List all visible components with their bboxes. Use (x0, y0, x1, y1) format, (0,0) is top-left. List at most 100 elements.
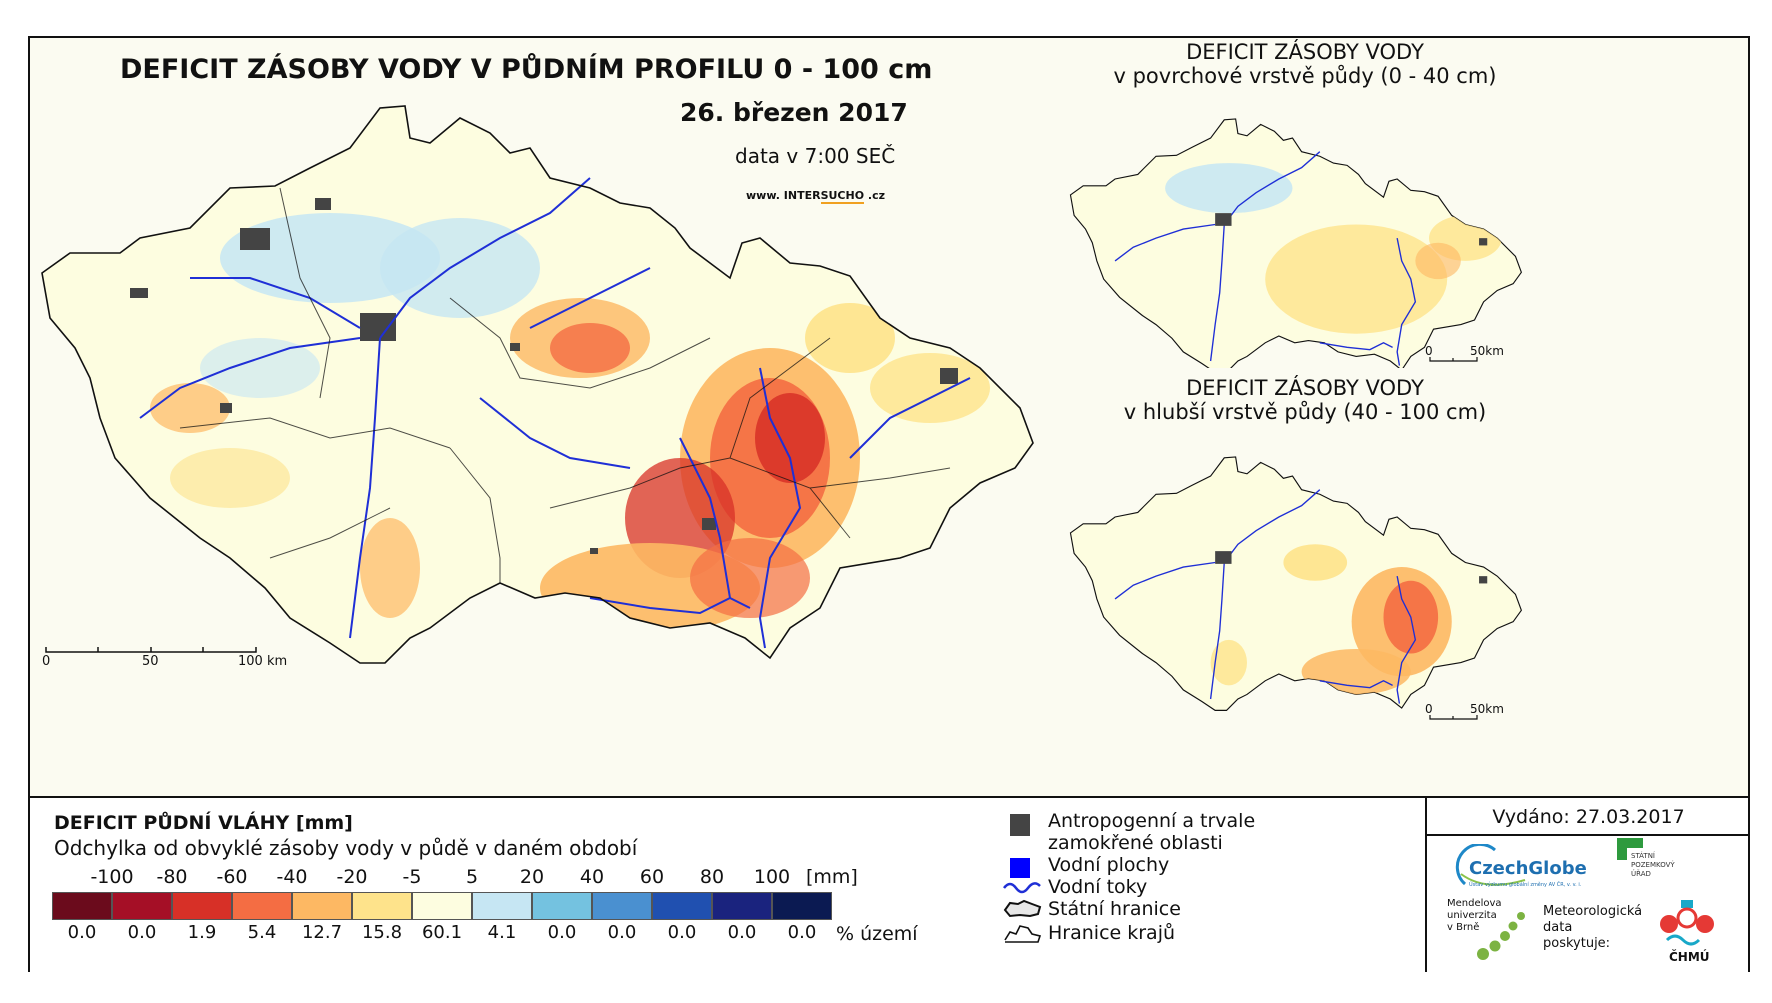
legend-percent: 0.0 (667, 922, 697, 943)
rivers (139, 177, 971, 649)
mendel-line3: v Brně (1447, 922, 1480, 933)
inset-top-scale-0: 0 (1425, 344, 1433, 358)
legend-threshold: -20 (336, 866, 368, 888)
legend-swatch (52, 892, 112, 920)
legend-unit: [mm] (806, 866, 858, 888)
region-border-icon (1004, 925, 1042, 943)
inset-bottom-scale-0: 0 (1425, 702, 1433, 716)
river-icon (1003, 882, 1041, 894)
czechglobe-logo: CzechGlobe Ústav výzkumu globální změny … (1455, 844, 1595, 896)
inset-bottom-scale-50: 50km (1470, 702, 1504, 716)
legend-percent: 5.4 (247, 922, 277, 943)
czechglobe-name: CzechGlobe (1469, 858, 1587, 879)
czechglobe-sub: Ústav výzkumu globální změny AV ČR, v. v… (1469, 882, 1582, 888)
legend-threshold: 5 (465, 866, 479, 888)
legend-swatch (532, 892, 592, 920)
inset-top-title-2: v povrchové vrstvě půdy (0 - 40 cm) (1113, 64, 1497, 88)
legend-swatch (172, 892, 232, 920)
symbol-legend: Antropogenní a trvale zamokřené oblasti … (1002, 810, 1402, 970)
inset-top-title-1: DEFICIT ZÁSOBY VODY (1186, 40, 1424, 64)
legend-threshold: 20 (519, 866, 545, 888)
inset-bottom-scalebar (1429, 715, 1478, 720)
provider-line1: Meteorologická (1543, 904, 1643, 919)
legend-percent: 0.0 (127, 922, 157, 943)
legend-threshold: -100 (90, 866, 134, 888)
legend-percent: 12.7 (301, 922, 343, 943)
provider-line2: data (1543, 920, 1573, 935)
legend-percent: 15.8 (361, 922, 403, 943)
symbol-label-region-border: Hranice krajů (1048, 922, 1176, 944)
inset-top-scale-50: 50km (1470, 344, 1504, 358)
data-time-label: data v 7:00 SEČ (735, 144, 896, 168)
inset-bottom-title-2: v hlubší vrstvě půdy (40 - 100 cm) (1123, 400, 1487, 424)
urban-areas (130, 198, 958, 554)
legend-swatch (112, 892, 172, 920)
scalebar-tick-50: 50 (142, 654, 159, 669)
spu-logo: STÁTNÍ POZEMKOVÝ ÚŘAD (1617, 838, 1727, 892)
map-frame: DEFICIT ZÁSOBY VODY V PŮDNÍM PROFILU 0 -… (28, 36, 1750, 972)
issue-divider (1427, 834, 1750, 836)
state-border-icon (1003, 899, 1042, 918)
legend-threshold: -80 (156, 866, 188, 888)
legend-swatch (592, 892, 652, 920)
issued-date: Vydáno: 27.03.2017 (1492, 806, 1685, 828)
website-highlight: SUCHO (820, 189, 865, 204)
legend-swatch (292, 892, 352, 920)
inset-top-map: DEFICIT ZÁSOBY VODY v povrchové vrstvě p… (1065, 38, 1545, 368)
inset-bottom-svg (1069, 456, 1523, 720)
region-borders (179, 187, 951, 583)
legend-percent: 60.1 (421, 922, 463, 943)
legend-panel: DEFICIT PŮDNÍ VLÁHY [mm] Odchylka od obv… (30, 796, 1750, 972)
legend-threshold: 60 (639, 866, 665, 888)
provider-label: Meteorologická data poskytuje: (1543, 904, 1643, 970)
main-map: DEFICIT ZÁSOBY VODY V PŮDNÍM PROFILU 0 -… (30, 38, 1110, 794)
scalebar-tick-100: 100 km (238, 654, 288, 669)
inset-top-scalebar (1429, 357, 1478, 362)
legend-swatch (772, 892, 832, 920)
legend-percent-label: % území (836, 923, 918, 945)
state-border (41, 105, 1034, 664)
symbol-label-urban-2: zamokřené oblasti (1048, 832, 1223, 854)
legend-threshold: -60 (216, 866, 248, 888)
symbol-label-river: Vodní toky (1048, 876, 1148, 898)
inset-top-svg (1069, 118, 1523, 368)
legend-threshold: 40 (579, 866, 605, 888)
spu-line2: POZEMKOVÝ (1631, 861, 1675, 869)
scalebar-tick-0: 0 (42, 654, 51, 669)
website-suffix: .cz (864, 189, 885, 202)
symbol-label-urban-1: Antropogenní a trvale (1048, 810, 1256, 832)
legend-percent: 0.0 (547, 922, 577, 943)
date-label: 26. březen 2017 (680, 98, 908, 127)
legend-percent: 0.0 (727, 922, 757, 943)
legend-swatch (712, 892, 772, 920)
spu-line3: ÚŘAD (1631, 870, 1651, 878)
legend-percent: 0.0 (787, 922, 817, 943)
inset-bottom-title-1: DEFICIT ZÁSOBY VODY (1186, 376, 1424, 400)
legend-percents: 0.0 0.0 1.9 5.4 12.7 15.8 60.1 4.1 0.0 0.0 0.0 0.0 0… (52, 922, 832, 946)
symbol-label-water: Vodní plochy (1048, 854, 1170, 876)
legend-threshold: -40 (276, 866, 308, 888)
chmu-logo: ČHMÚ (1649, 898, 1729, 968)
legend-percent: 0.0 (607, 922, 637, 943)
urban-area-icon (1010, 814, 1030, 836)
legend-threshold: 100 (753, 866, 791, 888)
legend-thresholds: -100 -80 -60 -40 -20 -5 5 20 40 60 80 100 (30, 866, 930, 890)
legend-color-bar (52, 892, 832, 920)
website-prefix: www. INTER (746, 189, 821, 202)
legend-threshold: -5 (402, 866, 422, 888)
issue-panel: Vydáno: 27.03.2017 CzechGlobe Ústav výzk… (1425, 798, 1750, 972)
legend-swatch (652, 892, 712, 920)
legend-threshold: 80 (699, 866, 725, 888)
provider-line3: poskytuje: (1543, 936, 1611, 951)
mendel-logo: Mendelova univerzita v Brně (1447, 898, 1537, 968)
legend-title: DEFICIT PŮDNÍ VLÁHY [mm] (54, 812, 353, 834)
legend-swatch (412, 892, 472, 920)
mendel-line2: univerzita (1447, 910, 1497, 921)
legend-swatch (232, 892, 292, 920)
website-link[interactable]: www. INTERSUCHO .cz (746, 189, 885, 204)
mendel-line1: Mendelova (1447, 898, 1502, 909)
inset-bottom-map: DEFICIT ZÁSOBY VODY v hlubší vrstvě půdy… (1065, 376, 1545, 736)
legend-percent: 0.0 (67, 922, 97, 943)
water-body-icon (1010, 858, 1030, 878)
legend-subtitle: Odchylka od obvyklé zásoby vody v půdě v… (54, 836, 638, 860)
